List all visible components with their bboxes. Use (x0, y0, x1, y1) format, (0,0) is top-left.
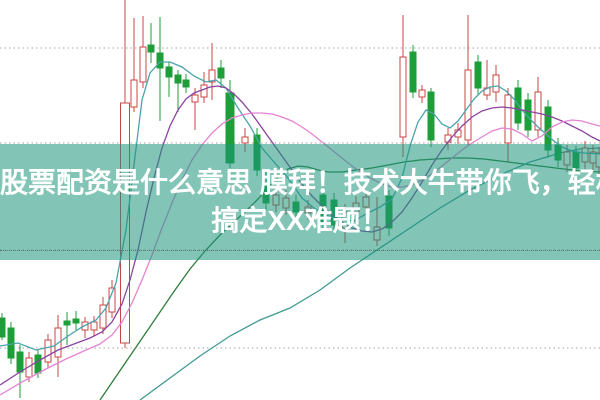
candle-up (139, 46, 147, 83)
candle-up (130, 79, 138, 108)
candle-down (165, 66, 173, 78)
candle-up (99, 304, 107, 329)
candle-up (200, 84, 208, 98)
candle-down (147, 44, 155, 53)
candle-down (156, 52, 164, 69)
candle-down (427, 91, 435, 141)
banner-text-line1: 股票配资是什么意思 膜拜！技术大牛带你飞，轻松 (0, 167, 600, 198)
candle-down (72, 318, 80, 324)
candle-up (464, 69, 472, 141)
candle-up (90, 321, 98, 331)
candle-up (399, 56, 407, 138)
candle-up (44, 339, 52, 363)
promo-banner-overlay: 股票配资是什么意思 膜拜！技术大牛带你飞，轻松 搞定XX难题！ (0, 144, 600, 260)
candle-up (418, 89, 426, 98)
candle-up (504, 94, 512, 144)
candle-down (63, 320, 71, 326)
candle-up (534, 91, 542, 131)
candle-down (34, 354, 42, 374)
candle-down (174, 74, 182, 84)
candle-up (241, 136, 249, 144)
candle-down (524, 99, 532, 131)
candle-down (217, 67, 225, 79)
candle-down (182, 79, 190, 88)
candle-up (208, 69, 216, 83)
banner-text-line2: 搞定XX难题！ (211, 205, 389, 236)
candle-down (0, 317, 6, 338)
candle-up (492, 74, 500, 93)
candle-down (7, 327, 15, 359)
gridline-through-banner (0, 250, 600, 251)
candle-down (409, 51, 417, 93)
candle-down (474, 61, 482, 89)
candle-up (191, 94, 199, 103)
candle-up (25, 357, 33, 378)
candle-down (16, 351, 24, 373)
